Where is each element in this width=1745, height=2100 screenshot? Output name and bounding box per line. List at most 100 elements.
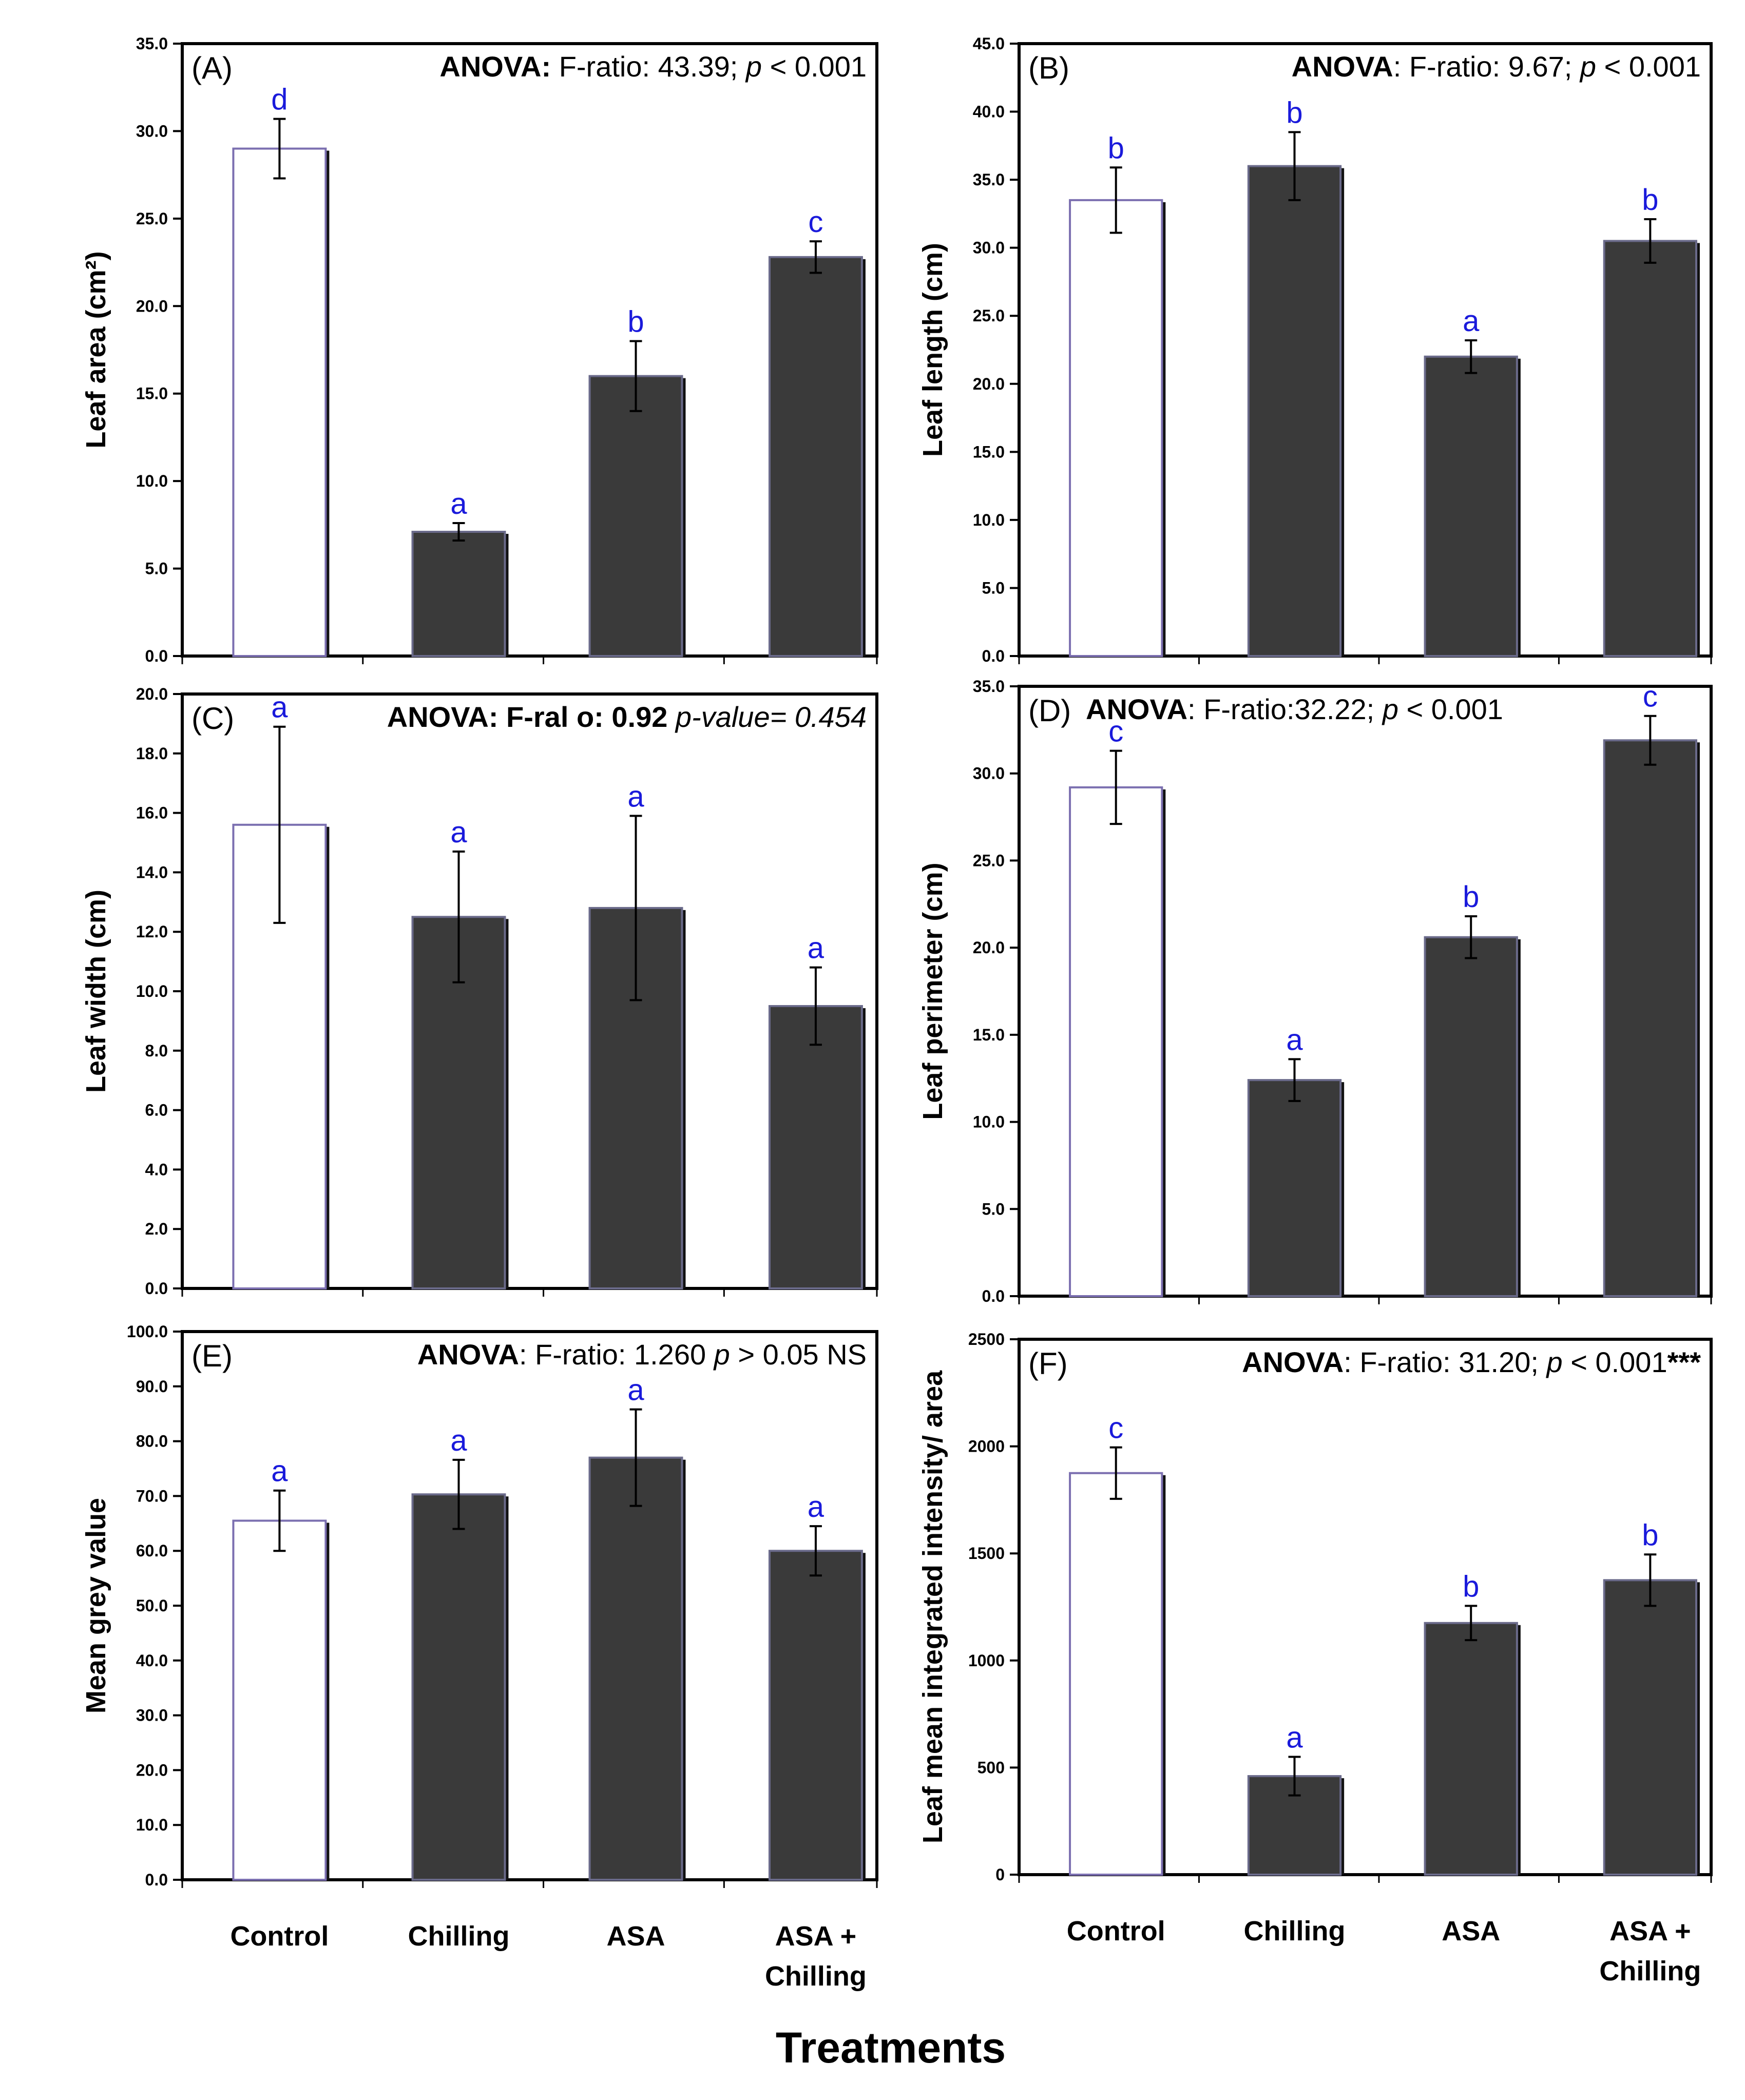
- chart-panel-f: 0 500 1000 1500 2000 2500 c a b b (F) ANOVA: F-rati…: [917, 1330, 1713, 1884]
- chart-panel-e: 0.0 10.0 20.0 30.0 40.0 50.0 60.0 70.0 80.0 90.0 1…: [81, 1322, 878, 1889]
- y-tick-label: 30.0: [973, 764, 1005, 783]
- anova-segment: ANOVA: [1086, 693, 1187, 725]
- significance-letter: b: [1108, 131, 1124, 165]
- y-tick-label: 0.0: [145, 1279, 168, 1298]
- significance-letter: a: [808, 1490, 824, 1524]
- y-tick-label: 20.0: [973, 938, 1005, 957]
- y-tick-label: 15.0: [973, 1026, 1005, 1044]
- anova-segment: ANOVA:: [439, 50, 551, 83]
- y-tick-label: 20.0: [973, 375, 1005, 393]
- x-category-label: Chilling: [408, 1921, 510, 1952]
- y-tick-label: 15.0: [136, 384, 168, 403]
- y-tick-label: 0.0: [145, 1871, 168, 1889]
- y-axis-label: Leaf mean integrated intensity/ area: [917, 1370, 948, 1843]
- y-axis-label: Mean grey value: [81, 1498, 111, 1713]
- bar-control: [1069, 786, 1163, 1297]
- bar-asa: [1424, 355, 1518, 657]
- y-tick-label: 16.0: [136, 804, 168, 822]
- y-tick-label: 2500: [968, 1330, 1005, 1348]
- y-tick-label: 0: [995, 1865, 1005, 1884]
- y-tick-label: 18.0: [136, 744, 168, 763]
- y-tick-label: 100.0: [127, 1322, 168, 1341]
- y-tick-label: 1500: [968, 1544, 1005, 1563]
- y-tick-label: 25.0: [136, 209, 168, 228]
- anova-annotation: ANOVA: F-ral o: 0.92 p-value= 0.454: [387, 701, 867, 733]
- y-tick-label: 20.0: [136, 685, 168, 703]
- bar-asa: [1424, 936, 1518, 1297]
- y-tick-label: 8.0: [145, 1042, 168, 1060]
- panel-label: (A): [191, 51, 233, 85]
- significance-letter: c: [1108, 715, 1123, 748]
- anova-segment: p: [745, 50, 762, 83]
- x-axis-title: Treatments: [776, 2024, 1006, 2072]
- significance-letter: a: [450, 816, 467, 849]
- significance-letter: c: [1643, 680, 1658, 714]
- anova-annotation: ANOVA: F-ratio: 31.20; p < 0.001***: [1242, 1346, 1701, 1378]
- y-tick-label: 20.0: [136, 1761, 168, 1779]
- significance-letter: b: [1286, 96, 1302, 129]
- significance-letter: c: [1108, 1412, 1123, 1445]
- significance-letter: a: [1463, 304, 1480, 338]
- chart-panel-c: 0.0 2.0 4.0 6.0 8.0 10.0 12.0 14.0 16.0 18.0 20.0 a…: [81, 685, 878, 1298]
- chart-panel-d: 0.0 5.0 10.0 15.0 20.0 25.0 30.0 35.0 c a b c (D) ANO…: [917, 677, 1713, 1305]
- y-axis-label: Leaf width (cm): [81, 890, 111, 1093]
- anova-segment: : F-ratio: 9.67;: [1393, 50, 1580, 83]
- panel-label: (F): [1028, 1346, 1068, 1381]
- significance-letter: c: [808, 205, 823, 239]
- anova-segment: ANOVA: [1242, 1346, 1344, 1378]
- significance-letter: a: [627, 780, 644, 813]
- x-category-label: Chilling: [1244, 1916, 1346, 1947]
- y-tick-label: 4.0: [145, 1160, 168, 1179]
- anova-segment: p: [1382, 693, 1398, 725]
- y-tick-label: 25.0: [973, 306, 1005, 325]
- anova-segment: < 0.001: [1596, 50, 1701, 83]
- y-tick-label: 2000: [968, 1437, 1005, 1456]
- x-category-label: Control: [1067, 1916, 1165, 1947]
- y-tick-label: 25.0: [973, 851, 1005, 870]
- x-category-label: ASA +: [1609, 1916, 1691, 1947]
- y-tick-label: 5.0: [982, 1200, 1005, 1218]
- bar-control: [1069, 199, 1163, 657]
- x-category-labels: Control Chilling ASA ASA + Chilling Control Ch…: [230, 1916, 1701, 1992]
- y-tick-label: 14.0: [136, 863, 168, 881]
- y-tick-label: 35.0: [136, 34, 168, 53]
- anova-segment: p: [713, 1338, 730, 1371]
- y-tick-label: 0.0: [982, 647, 1005, 665]
- y-tick-label: 20.0: [136, 297, 168, 315]
- y-tick-label: 5.0: [982, 579, 1005, 597]
- anova-segment: : F-ratio: 1.260: [519, 1338, 714, 1371]
- bar-chilling: [411, 1493, 506, 1881]
- y-tick-label: 10.0: [973, 511, 1005, 529]
- anova-segment: > 0.05 NS: [730, 1338, 867, 1371]
- bar-control: [232, 147, 327, 657]
- anova-segment: p: [1579, 50, 1596, 83]
- panel-label: (B): [1028, 51, 1069, 85]
- anova-segment: ANOVA: [1292, 50, 1393, 83]
- bar-asa-chilling: [1603, 1579, 1698, 1876]
- significance-letter: b: [1642, 183, 1658, 217]
- y-tick-label: 12.0: [136, 922, 168, 941]
- anova-annotation: ANOVA: F-ratio:32.22; p < 0.001: [1086, 693, 1503, 725]
- significance-letter: a: [627, 1374, 644, 1407]
- bar-chilling: [411, 530, 506, 658]
- y-tick-label: 10.0: [136, 1816, 168, 1834]
- y-tick-label: 1000: [968, 1651, 1005, 1670]
- bar-asa: [588, 1456, 683, 1881]
- y-tick-label: 10.0: [136, 982, 168, 1000]
- significance-letter: a: [1286, 1023, 1303, 1056]
- y-tick-label: 40.0: [136, 1651, 168, 1670]
- bar-asa-chilling: [1603, 739, 1698, 1297]
- anova-segment: < 0.001: [1398, 693, 1503, 725]
- panels-layer: 0.0 5.0 10.0 15.0 20.0 25.0 30.0 35.0 d a b c (A) ANO…: [81, 34, 1713, 1889]
- y-tick-label: 5.0: [145, 560, 168, 578]
- y-tick-label: 30.0: [136, 1706, 168, 1725]
- anova-annotation: ANOVA: F-ratio: 9.67; p < 0.001: [1292, 50, 1701, 83]
- y-tick-label: 15.0: [973, 442, 1005, 461]
- bar-asa-chilling: [768, 1550, 863, 1881]
- y-tick-label: 90.0: [136, 1377, 168, 1396]
- y-axis-label: Leaf area (cm²): [81, 251, 111, 448]
- y-tick-label: 45.0: [973, 34, 1005, 53]
- significance-letter: a: [450, 487, 467, 521]
- significance-letter: d: [271, 83, 287, 117]
